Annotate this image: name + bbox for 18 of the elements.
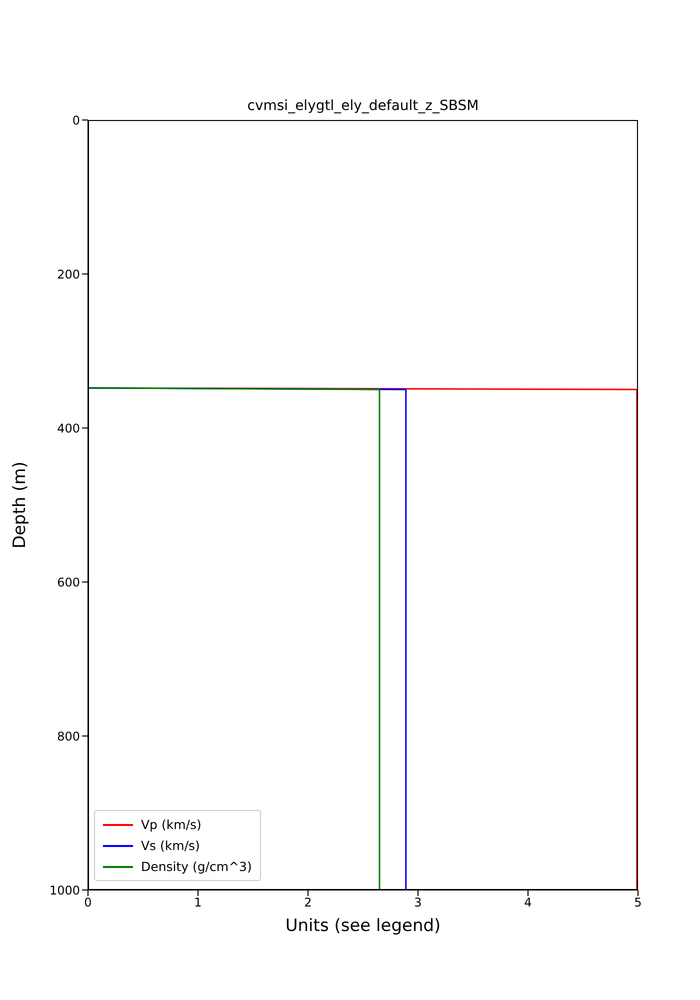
x-tick-label: 4 bbox=[524, 896, 532, 910]
y-tick-label: 200 bbox=[57, 267, 80, 282]
x-tick-label: 3 bbox=[414, 896, 422, 910]
legend-label: Density (g/cm^3) bbox=[141, 859, 252, 874]
y-axis-title: Depth (m) bbox=[10, 461, 30, 548]
x-tick-label: 2 bbox=[304, 896, 312, 910]
y-tick-label: 800 bbox=[57, 729, 80, 744]
legend-label: Vp (km/s) bbox=[141, 817, 202, 832]
legend-label: Vs (km/s) bbox=[141, 838, 200, 853]
x-axis-title: Units (see legend) bbox=[284, 916, 442, 936]
x-tick-label: 5 bbox=[634, 896, 642, 910]
y-tick-label: 1000 bbox=[49, 883, 80, 898]
x-tick-label: 1 bbox=[194, 896, 202, 910]
y-tick-label: 400 bbox=[57, 421, 80, 436]
y-tick-label: 600 bbox=[57, 575, 80, 590]
y-tick-label: 0 bbox=[72, 113, 80, 128]
chart-title: cvmsi_elygtl_ely_default_z_SBSM bbox=[246, 98, 480, 114]
x-tick-label: 0 bbox=[84, 896, 92, 910]
